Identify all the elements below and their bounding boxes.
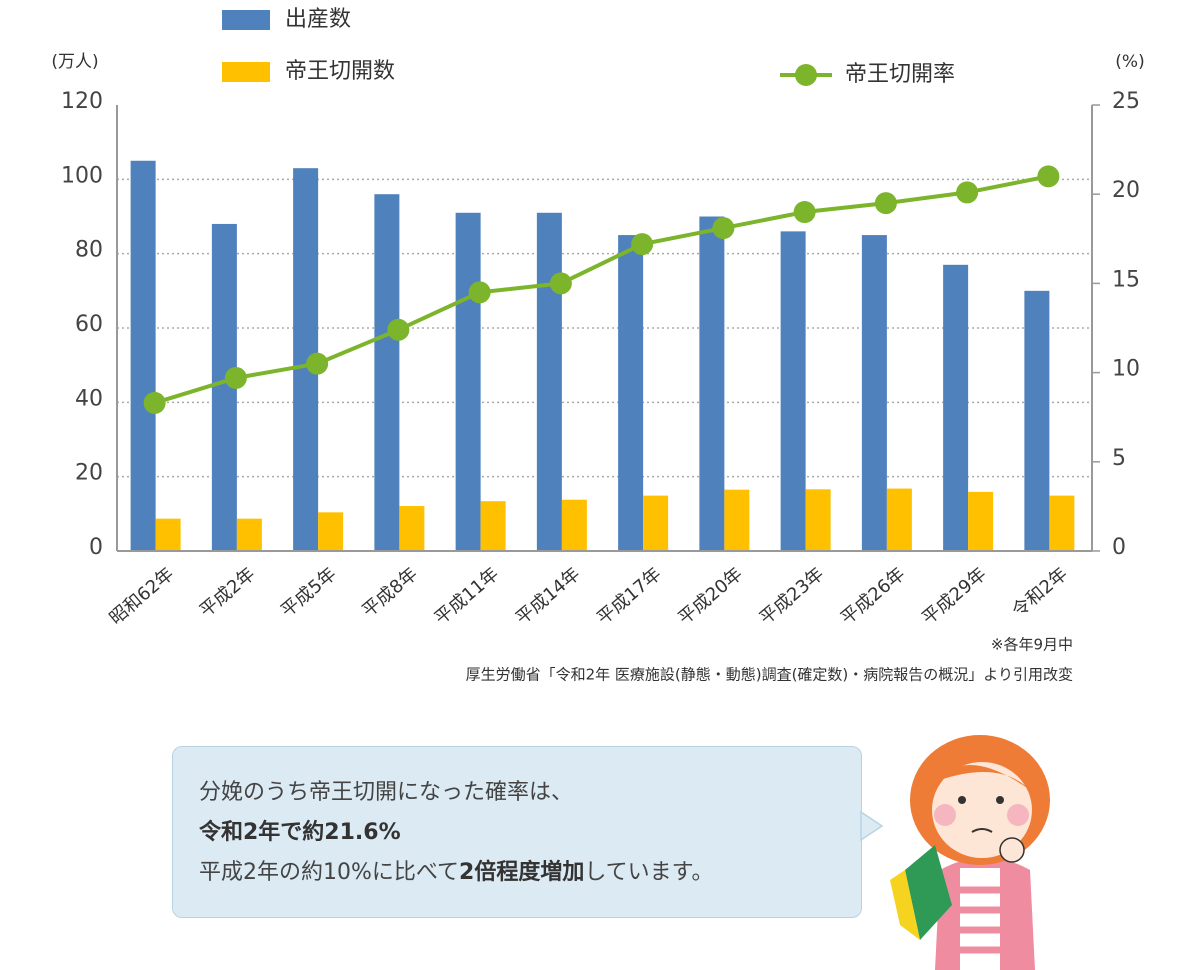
bubble-text: しています。 (584, 860, 714, 885)
bubble-emphasis: 令和2年で約21.6% (199, 820, 401, 845)
x-tick-label: 平成2年 (196, 564, 260, 622)
speech-bubble: 分娩のうち帝王切開になった確率は、 令和2年で約21.6% 平成2年の約10%に… (172, 746, 862, 918)
x-tick-label: 令和2年 (1008, 564, 1072, 622)
legend-marker (795, 64, 817, 86)
bar (1024, 290, 1050, 551)
mouth (971, 828, 993, 833)
cheek (1007, 804, 1029, 826)
point (549, 272, 572, 295)
y2-tick-label: 10 (1112, 357, 1140, 382)
point (143, 391, 166, 414)
bar (805, 489, 831, 551)
bar (480, 501, 506, 551)
x-tick-label: 平成17年 (593, 564, 665, 630)
bar (724, 489, 750, 551)
point (631, 233, 654, 256)
bubble-line: 平成2年の約10%に比べて2倍程度増加しています。 (199, 853, 835, 893)
bar (968, 491, 994, 551)
y2-tick-label: 0 (1112, 535, 1126, 560)
bar (236, 518, 262, 551)
point (956, 181, 979, 204)
legend-label: 帝王切開率 (845, 62, 955, 87)
bar (155, 518, 181, 551)
x-tick-label: 平成23年 (756, 564, 828, 630)
point (224, 366, 247, 389)
bar (643, 495, 669, 551)
eye (996, 796, 1004, 804)
x-tick-label: 昭和62年 (106, 564, 178, 630)
leaf-mark (890, 870, 920, 940)
bar (455, 212, 481, 552)
bubble-emphasis: 2倍程度増加 (459, 860, 585, 885)
legend-label: 出産数 (285, 7, 351, 32)
y2-tick-label: 25 (1112, 89, 1140, 114)
bar (861, 235, 887, 552)
x-tick-label: 平成26年 (837, 564, 909, 630)
hair (910, 735, 1050, 865)
hand (999, 837, 1025, 863)
bubble-line: 分娩のうち帝王切開になった確率は、 (199, 780, 574, 805)
body (935, 857, 1035, 970)
x-tick-label: 平成29年 (918, 564, 990, 630)
y2-axis-label: (%) (1115, 52, 1144, 72)
y-tick-label: 120 (61, 89, 103, 114)
stripes (960, 886, 1000, 954)
face (932, 762, 1032, 858)
point (306, 352, 329, 375)
bar (1049, 495, 1075, 551)
bar (943, 264, 969, 551)
y-tick-label: 80 (75, 238, 103, 263)
x-tick-label: 平成20年 (674, 564, 746, 630)
shirt (960, 868, 1000, 970)
leaf-mark (905, 845, 952, 940)
legend-swatch (222, 10, 270, 30)
eye (958, 796, 966, 804)
x-tick-label: 平成11年 (431, 564, 503, 630)
bar (536, 212, 562, 552)
bar (618, 235, 644, 552)
bar (699, 216, 725, 551)
bubble-pointer (860, 810, 884, 842)
bar (374, 194, 400, 551)
legend-label: 帝王切開数 (285, 59, 395, 84)
bubble-text: 平成2年の約10%に比べて (199, 860, 460, 885)
bar (780, 231, 806, 551)
line (154, 174, 1049, 405)
y-tick-label: 20 (75, 461, 103, 486)
bubble-line: 令和2年で約21.6% (199, 813, 835, 853)
point (793, 201, 816, 224)
point (387, 318, 410, 341)
bar (130, 160, 156, 551)
source-note: 厚生労働省「令和2年 医療施設(静態・動態)調査(確定数)・病院報告の概況」より… (466, 666, 1073, 684)
point (712, 217, 735, 240)
point (468, 281, 491, 304)
cheek (934, 804, 956, 826)
bar (318, 512, 344, 551)
bar (561, 499, 587, 551)
bar (886, 488, 912, 551)
legend-swatch (222, 62, 270, 82)
y-axis-label: (万人) (51, 52, 98, 72)
y2-tick-label: 15 (1112, 267, 1140, 292)
bangs (930, 765, 1030, 790)
point (874, 192, 897, 215)
y-tick-label: 40 (75, 386, 103, 411)
point (1037, 165, 1060, 188)
y-tick-label: 100 (61, 163, 103, 188)
y-tick-label: 60 (75, 312, 103, 337)
x-tick-label: 平成8年 (358, 564, 422, 622)
y2-tick-label: 5 (1112, 446, 1126, 471)
note: ※各年9月中 (991, 636, 1073, 654)
y-tick-label: 0 (89, 535, 103, 560)
y2-tick-label: 20 (1112, 178, 1140, 203)
x-tick-label: 平成5年 (277, 564, 341, 622)
bar (399, 506, 425, 551)
x-tick-label: 平成14年 (512, 564, 584, 630)
chart: (万人) (%) ※各年9月中 厚生労働省「令和2年 医療施設(静態・動態)調査… (51, 7, 1144, 684)
